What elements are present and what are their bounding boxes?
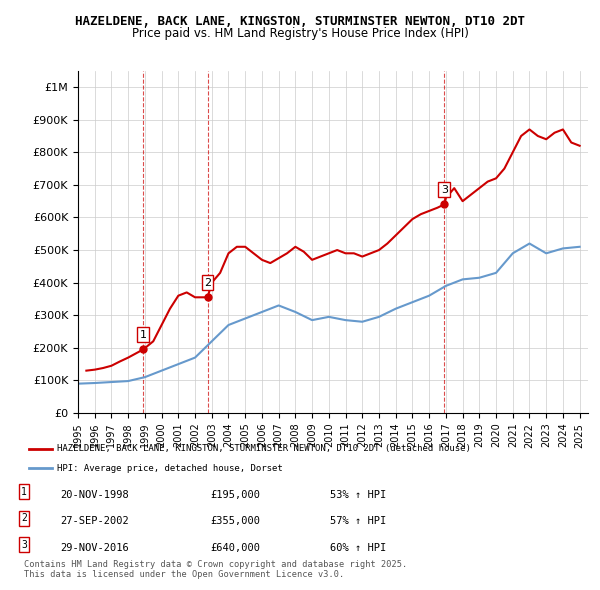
Text: 3: 3	[440, 185, 448, 195]
Text: 20-NOV-1998: 20-NOV-1998	[60, 490, 129, 500]
Text: £355,000: £355,000	[210, 516, 260, 526]
Text: Contains HM Land Registry data © Crown copyright and database right 2025.
This d: Contains HM Land Registry data © Crown c…	[24, 560, 407, 579]
Text: HAZELDENE, BACK LANE, KINGSTON, STURMINSTER NEWTON, DT10 2DT (detached house): HAZELDENE, BACK LANE, KINGSTON, STURMINS…	[58, 444, 472, 454]
Text: 29-NOV-2016: 29-NOV-2016	[60, 543, 129, 553]
Text: £195,000: £195,000	[210, 490, 260, 500]
Text: 60% ↑ HPI: 60% ↑ HPI	[330, 543, 386, 553]
Text: 53% ↑ HPI: 53% ↑ HPI	[330, 490, 386, 500]
Text: HPI: Average price, detached house, Dorset: HPI: Average price, detached house, Dors…	[58, 464, 283, 473]
Text: 1: 1	[140, 330, 147, 340]
Text: Price paid vs. HM Land Registry's House Price Index (HPI): Price paid vs. HM Land Registry's House …	[131, 27, 469, 40]
Text: £640,000: £640,000	[210, 543, 260, 553]
Text: HAZELDENE, BACK LANE, KINGSTON, STURMINSTER NEWTON, DT10 2DT: HAZELDENE, BACK LANE, KINGSTON, STURMINS…	[75, 15, 525, 28]
Text: 57% ↑ HPI: 57% ↑ HPI	[330, 516, 386, 526]
Text: 3: 3	[21, 540, 27, 550]
Text: 27-SEP-2002: 27-SEP-2002	[60, 516, 129, 526]
Text: 2: 2	[204, 277, 211, 287]
Text: 1: 1	[21, 487, 27, 497]
Text: 2: 2	[21, 513, 27, 523]
